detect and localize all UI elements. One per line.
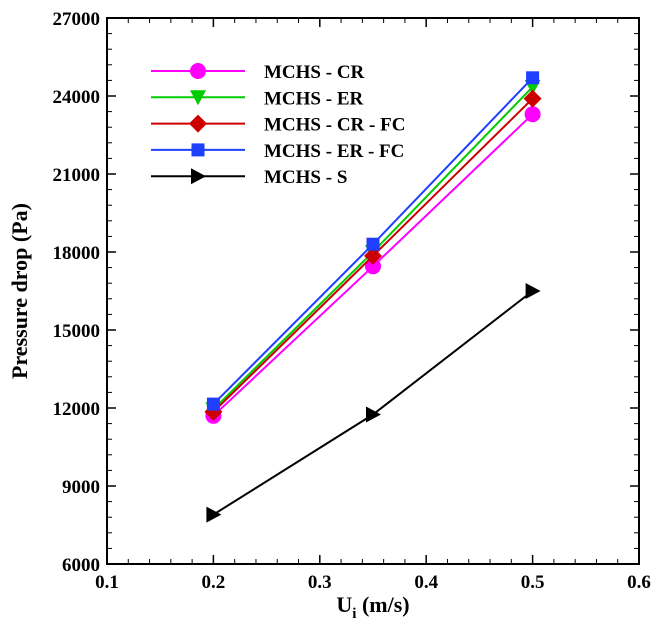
plot-frame [106,17,640,565]
x-tick-label: 0.4 [414,572,438,593]
data-point [206,397,220,411]
y-tick-label: 21000 [53,165,101,186]
data-point [524,106,541,123]
x-tick-label: 0.1 [95,572,119,593]
y-tick-label: 6000 [62,555,100,576]
data-point [366,406,381,423]
axis-ticks: 0.1 0.2 0.3 0.4 0.5 0.6 6000 9000 12000 15000 1800… [53,9,651,593]
x-tick-label: 0.5 [521,572,545,593]
series-3 [206,71,540,411]
legend-item: MCHS - CR [151,62,365,83]
x-tick-label: 0.2 [202,572,226,593]
series-group [204,71,542,523]
legend-item: MCHS - CR - FC [151,114,405,136]
series-4 [206,283,541,523]
x-axis-title-main: U [336,592,352,617]
y-tick-label: 24000 [53,87,101,108]
y-tick-label: 15000 [53,321,101,342]
data-point [366,237,380,251]
data-point [206,506,222,523]
y-tick-label: 27000 [53,9,101,30]
x-axis-title-unit: (m/s) [356,592,409,617]
series-2 [204,89,542,421]
legend-label: MCHS - ER [264,88,364,109]
legend-marker [190,90,206,106]
legend-marker [189,114,207,133]
x-tick-label: 0.6 [627,572,651,593]
legend-marker [191,143,205,157]
legend-label: MCHS - CR - FC [264,115,405,136]
series-line [212,290,534,516]
legend: MCHS - CR MCHS - ER MCHS - CR - FC MCHS - E… [151,62,405,188]
legend-label: MCHS - ER - FC [264,141,404,162]
x-tick-label: 0.3 [308,572,332,593]
x-axis-title: Ui (m/s) [336,592,409,622]
legend-item: MCHS - S [151,167,347,188]
data-point [526,71,540,85]
y-tick-label: 18000 [53,243,101,264]
legend-marker [190,63,206,79]
data-point [365,258,381,275]
x-axis-title-subscript: i [352,606,356,622]
legend-item: MCHS - ER [151,88,364,109]
y-axis-title: Pressure drop (Pa) [7,203,32,379]
legend-label: MCHS - S [264,167,347,188]
legend-item: MCHS - ER - FC [151,141,404,162]
y-tick-label: 9000 [62,477,100,498]
legend-marker [191,168,206,185]
legend-label: MCHS - CR [264,62,365,83]
data-point [364,246,382,265]
y-tick-label: 12000 [53,399,101,420]
data-point [523,89,542,108]
data-point [525,283,541,299]
